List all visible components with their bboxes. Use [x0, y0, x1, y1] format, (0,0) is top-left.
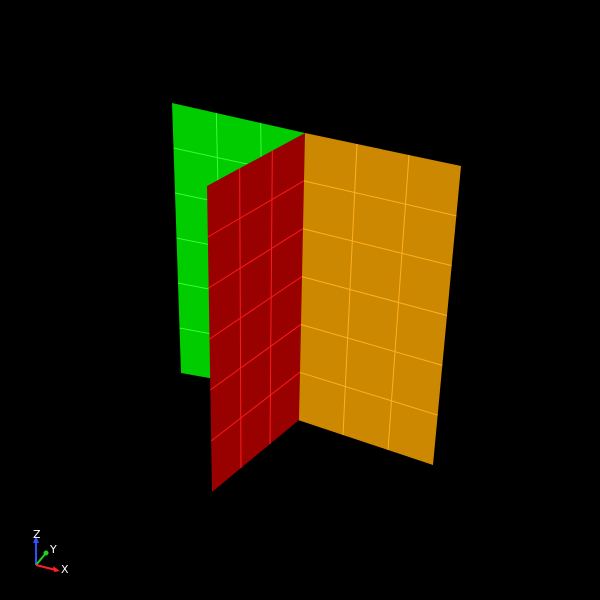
orange-panel-grid-row-line — [299, 371, 438, 416]
orange-panel-face — [298, 133, 461, 465]
model-panels — [172, 103, 461, 492]
red-panel — [207, 133, 305, 492]
red-panel-grid-row-line — [208, 228, 304, 289]
y-axis-marker — [43, 550, 49, 556]
x-axis-line — [35, 564, 57, 571]
red-panel-grid-row-line — [207, 180, 305, 238]
z-axis-label: Z — [33, 528, 41, 541]
orange-panel-grid-row-line — [303, 180, 457, 217]
y-axis-label: Y — [49, 543, 57, 556]
axis-triad: Z Y X — [33, 528, 69, 576]
x-axis-arrowhead — [53, 566, 60, 572]
z-axis-arrowhead — [33, 536, 39, 543]
red-panel-grid-row-line — [209, 276, 303, 340]
red-panel-grid-row-line — [210, 371, 301, 442]
y-axis-line — [35, 552, 47, 566]
orange-panel — [298, 133, 461, 465]
orange-panel-grid-row-line — [301, 276, 448, 316]
orange-panel-grid-row-line — [300, 323, 443, 366]
x-axis-label: X — [61, 563, 69, 576]
red-panel-grid-row-line — [210, 323, 302, 391]
orange-panel-grid-row-line — [302, 228, 452, 267]
